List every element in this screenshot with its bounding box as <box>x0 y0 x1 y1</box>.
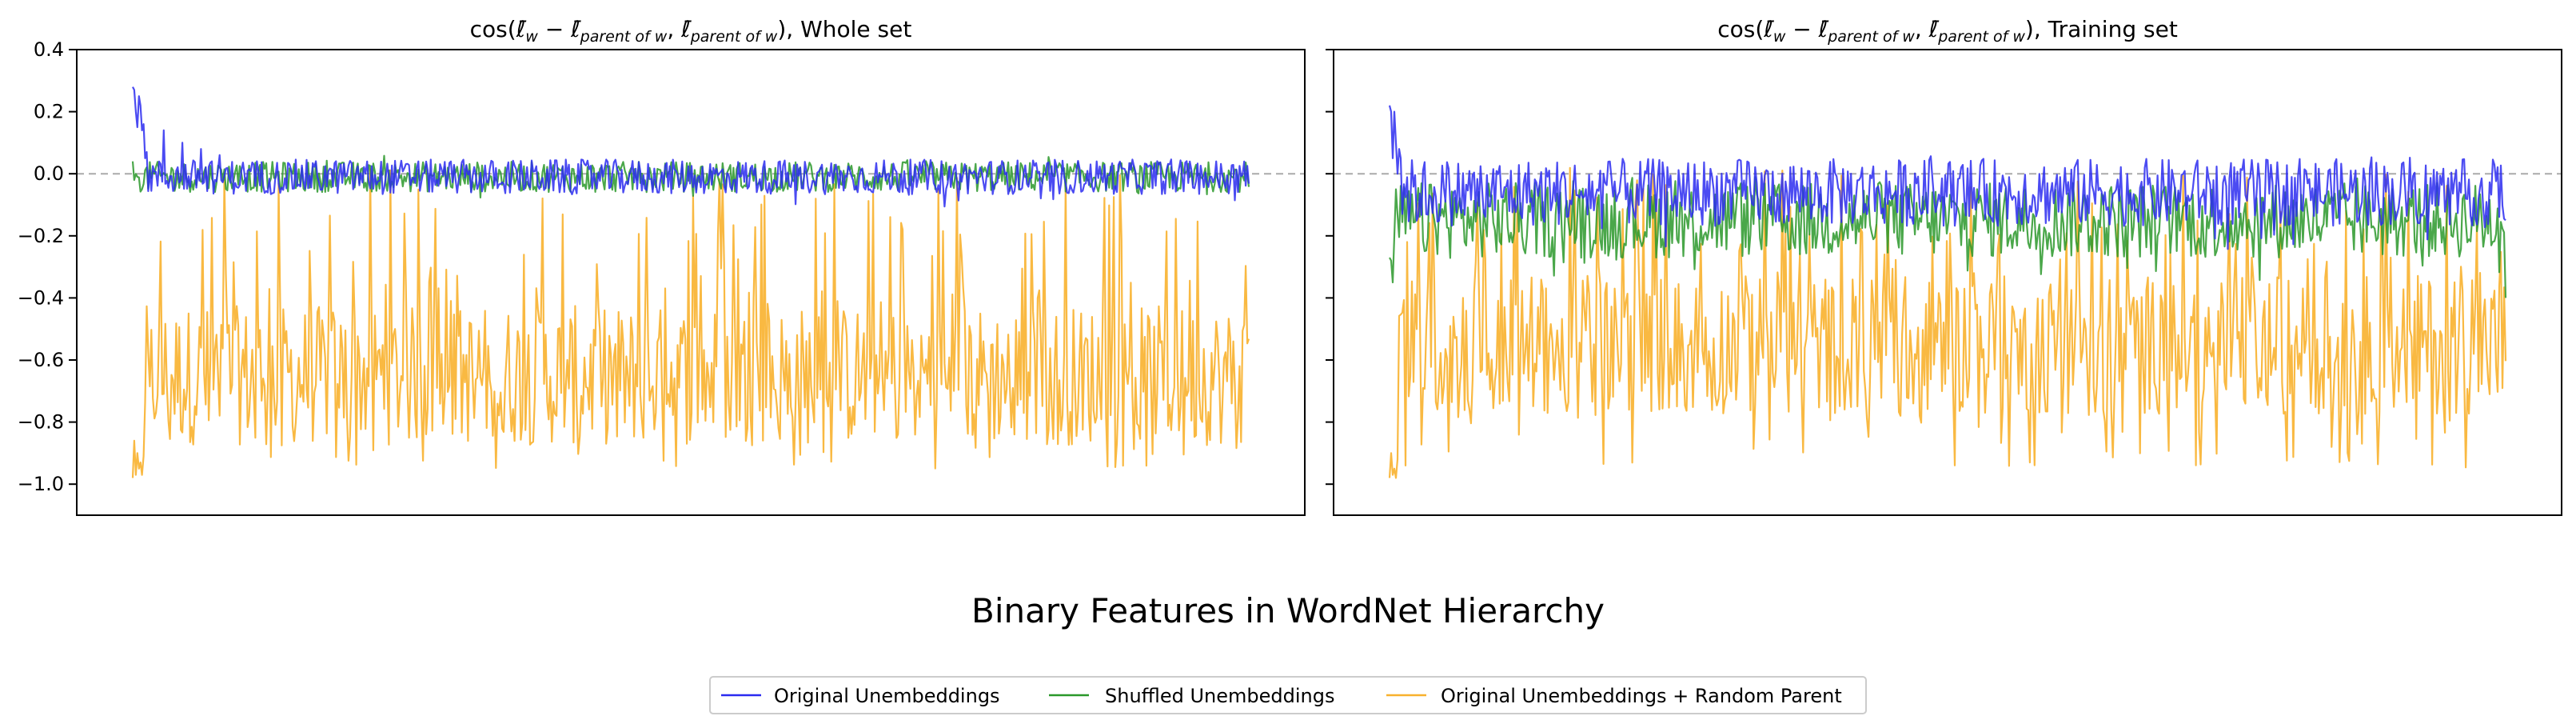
plot-frame <box>1333 49 2562 516</box>
y-tick-label: 0.4 <box>34 38 64 61</box>
chart-title: cos(ℓ̄w − ℓ̄parent of w, ℓ̄parent of w),… <box>470 16 912 46</box>
series-line-random-parent <box>1388 166 2507 479</box>
y-tick-label: −0.6 <box>18 349 64 371</box>
series-line-random-parent <box>131 167 1250 478</box>
chart-title: cos(ℓ̄w − ℓ̄parent of w, ℓ̄parent of w),… <box>1717 16 2178 46</box>
legend: Original Unembeddings Shuffled Unembeddi… <box>709 676 1867 714</box>
legend-box <box>709 676 1867 714</box>
plot-frame <box>76 49 1306 516</box>
chart-panel-training-set: cos(ℓ̄w − ℓ̄parent of w, ℓ̄parent of w),… <box>1326 16 2562 516</box>
chart-panel-whole-set: 0.4 0.2 0.0 −0.2 −0.4 −0.6 −0.8 −1.0 cos(ℓ̄w − … <box>18 16 1306 516</box>
legend-label-original: Original Unembeddings <box>774 685 1000 707</box>
y-tick-label: −0.2 <box>18 225 64 247</box>
series-group <box>1388 105 2507 479</box>
legend-label-shuffled: Shuffled Unembeddings <box>1105 685 1335 707</box>
y-tick-label: −0.4 <box>18 286 64 309</box>
y-axis <box>1326 49 1334 486</box>
y-tick-label: 0.0 <box>34 162 64 185</box>
plot-area <box>77 50 1305 515</box>
y-axis: 0.4 0.2 0.0 −0.2 −0.4 −0.6 −0.8 −1.0 <box>18 38 77 495</box>
y-tick-label: 0.2 <box>34 101 64 123</box>
series-group <box>131 86 1250 478</box>
figure-suptitle: Binary Features in WordNet Hierarchy <box>971 591 1605 630</box>
series-line-shuffled <box>1389 176 2507 298</box>
legend-label-random-parent: Original Unembeddings + Random Parent <box>1441 685 1842 707</box>
series-line-original <box>132 86 1250 208</box>
series-line-original <box>1388 105 2506 250</box>
y-tick-label: −1.0 <box>18 473 64 495</box>
y-tick-label: −0.8 <box>18 411 64 434</box>
